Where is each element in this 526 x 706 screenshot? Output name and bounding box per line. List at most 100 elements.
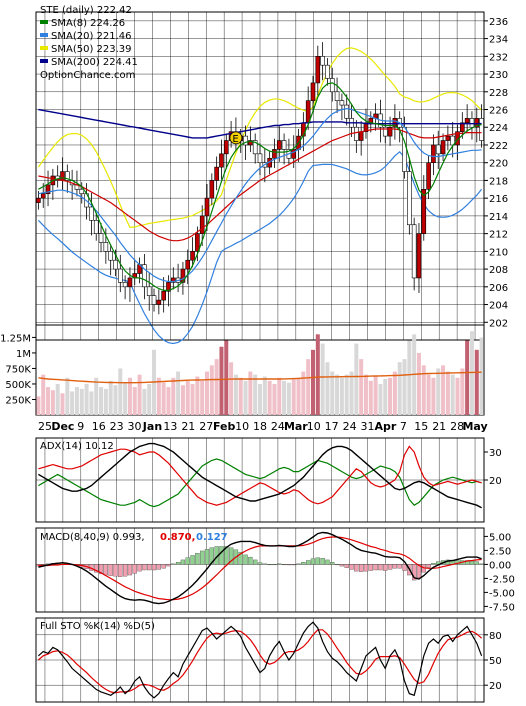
- volume-bar: [465, 340, 470, 415]
- volume-bar: [185, 380, 190, 415]
- volume-bar: [60, 393, 65, 415]
- y-tick-label: -7.50: [489, 602, 515, 613]
- macd-histogram-bar: [412, 564, 417, 581]
- volume-bar: [363, 374, 368, 415]
- macd-histogram-bar: [195, 553, 200, 565]
- x-axis: 25 Dec 9 16 23 30 Jan 13 21 27 Feb 10 18 24 Mar 10 17 24 3…: [38, 420, 488, 433]
- macd-histogram-bar: [175, 562, 181, 565]
- macd-histogram-bar: [190, 555, 195, 565]
- macd-histogram-bar: [296, 563, 301, 565]
- macd-histogram-bar: [349, 564, 354, 570]
- volume-bar: [325, 362, 330, 415]
- candle-body: [93, 220, 99, 234]
- volume-bar: [46, 387, 51, 415]
- volume-tick-label: 250K: [5, 395, 31, 406]
- volume-bar: [137, 374, 142, 415]
- volume-bar: [161, 382, 166, 415]
- volume-bar: [214, 359, 219, 415]
- x-tick-label: 24: [343, 420, 357, 433]
- y-tick-label: 218: [489, 176, 508, 187]
- candle-body: [108, 251, 113, 261]
- candle-body: [219, 153, 224, 168]
- candle-body: [127, 277, 133, 288]
- y-tick-label: 228: [489, 88, 508, 99]
- candle-body: [257, 153, 263, 164]
- macd-histogram-bar: [402, 564, 407, 571]
- y-tick-label: 206: [489, 283, 508, 294]
- x-tick-label: 9: [77, 420, 84, 433]
- macd-histogram-bar: [354, 564, 359, 572]
- x-tick-label: 27: [199, 420, 213, 433]
- macd-histogram-bar: [224, 546, 229, 565]
- macd-histogram-bar: [185, 557, 190, 565]
- volume-bar: [416, 352, 421, 415]
- candle-body: [65, 171, 70, 181]
- candle-body: [334, 91, 340, 101]
- x-tick-label: Feb: [213, 420, 236, 433]
- candle-body: [36, 197, 41, 203]
- candle-body: [329, 78, 335, 93]
- macd-histogram-bar: [113, 564, 118, 577]
- legend-label: SMA(8) 224.26: [51, 18, 125, 29]
- macd-histogram-bar: [392, 564, 398, 569]
- y-tick-label: 226: [489, 106, 508, 117]
- volume-bar: [344, 374, 349, 415]
- sma200-line: [38, 108, 482, 139]
- candle-body: [344, 104, 350, 119]
- y-tick-label: -5.00: [489, 588, 515, 599]
- x-tick-label: 16: [92, 420, 106, 433]
- volume-bar: [142, 388, 147, 415]
- volume-bar: [132, 387, 137, 415]
- candle-body: [185, 259, 191, 270]
- macd-histogram-bar: [219, 546, 224, 565]
- y-tick-label: 20: [489, 476, 502, 487]
- candle-body: [382, 126, 388, 137]
- volume-bar: [397, 362, 402, 415]
- candle-body: [276, 140, 282, 150]
- y-tick-label: 220: [489, 159, 508, 170]
- x-tick-label: 17: [325, 420, 339, 433]
- volume-bar: [392, 371, 397, 415]
- volume-tick-label: 750K: [5, 364, 31, 375]
- macd-panel: 5.00 2.50 0.00 -2.50 -5.00 -7.50 MACD(8,40,9) …: [35, 527, 515, 613]
- volume-bar: [339, 377, 344, 415]
- macd-histogram-bar: [161, 564, 166, 569]
- candle-body: [89, 206, 94, 221]
- x-tick-label: 30: [128, 420, 142, 433]
- candle-body: [199, 215, 205, 234]
- macd-histogram-bar: [118, 564, 123, 577]
- volume-bar: [402, 359, 407, 415]
- earnings-marker-label: E: [232, 134, 238, 145]
- candle-body: [464, 118, 470, 124]
- bollinger-lower-band: [37, 150, 483, 345]
- candle-body: [60, 171, 65, 181]
- volume-bar: [118, 368, 123, 415]
- volume-bar: [388, 377, 393, 415]
- x-tick-label: May: [462, 420, 487, 433]
- candle-body: [161, 290, 166, 301]
- volume-bar: [320, 343, 325, 415]
- candle-body: [156, 299, 162, 305]
- y-tick-label: 234: [489, 35, 508, 46]
- macd-histogram-bar: [127, 564, 133, 576]
- volume-bar: [460, 368, 465, 415]
- legend-swatch: [40, 33, 48, 37]
- volume-bar: [74, 387, 79, 415]
- macd-histogram-bar: [334, 564, 340, 566]
- legend-label: SMA(20) 221.46: [51, 31, 132, 42]
- macd-histogram-bar: [330, 562, 335, 565]
- candle-body: [421, 188, 427, 234]
- macd-histogram-bar: [387, 564, 393, 570]
- x-tick-label: 10: [307, 420, 321, 433]
- macd-histogram-bar: [315, 557, 320, 565]
- candle-body: [113, 259, 118, 270]
- macd-histogram-bar: [253, 559, 258, 565]
- candle-body: [320, 56, 325, 66]
- macd-histogram-bar: [431, 563, 436, 565]
- candle-body: [180, 268, 186, 283]
- y-tick-label: 224: [489, 123, 508, 134]
- stochastic-k-line: [38, 621, 483, 699]
- y-tick-label: 2.50: [489, 546, 511, 557]
- macd-histogram-bar: [262, 563, 267, 565]
- candle-body: [252, 140, 258, 155]
